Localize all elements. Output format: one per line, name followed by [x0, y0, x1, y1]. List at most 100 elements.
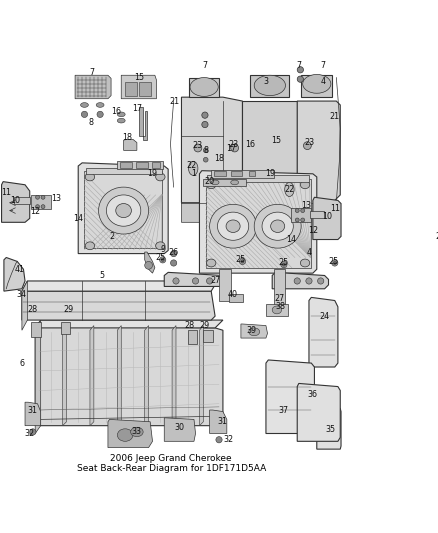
- Ellipse shape: [254, 75, 286, 95]
- Text: 27: 27: [274, 294, 284, 303]
- Text: 7: 7: [296, 61, 301, 70]
- Polygon shape: [78, 163, 168, 254]
- Text: 16: 16: [111, 107, 121, 116]
- Polygon shape: [22, 291, 215, 320]
- Ellipse shape: [301, 218, 305, 222]
- Bar: [86, 167, 162, 174]
- Bar: [211, 170, 274, 177]
- Text: 21: 21: [170, 96, 180, 106]
- Ellipse shape: [318, 278, 324, 284]
- Ellipse shape: [81, 103, 88, 107]
- Ellipse shape: [217, 212, 249, 240]
- Ellipse shape: [295, 218, 299, 222]
- Ellipse shape: [272, 306, 282, 314]
- Bar: [249, 171, 255, 176]
- Text: 37: 37: [278, 406, 288, 415]
- Bar: [139, 82, 151, 95]
- Bar: [231, 171, 243, 176]
- Text: 23: 23: [228, 140, 238, 149]
- Ellipse shape: [41, 205, 45, 208]
- Ellipse shape: [281, 261, 287, 268]
- Text: 4: 4: [321, 77, 325, 86]
- Bar: [125, 82, 137, 95]
- Bar: [207, 175, 309, 182]
- Ellipse shape: [285, 182, 294, 197]
- Text: 2: 2: [110, 232, 114, 241]
- Text: 5: 5: [99, 271, 104, 280]
- Polygon shape: [219, 269, 231, 301]
- Text: 11: 11: [1, 188, 11, 197]
- Ellipse shape: [297, 76, 304, 82]
- Bar: [31, 195, 51, 209]
- Ellipse shape: [155, 242, 165, 249]
- Text: 15: 15: [271, 136, 281, 144]
- Polygon shape: [145, 326, 148, 426]
- Ellipse shape: [206, 181, 216, 189]
- Text: 2006 Jeep Grand Cherokee
Seat Back-Rear Diagram for 1DF171D5AA: 2006 Jeep Grand Cherokee Seat Back-Rear …: [77, 454, 266, 473]
- Text: 8: 8: [88, 118, 93, 127]
- Polygon shape: [297, 383, 340, 441]
- Ellipse shape: [210, 204, 257, 248]
- Text: 32: 32: [25, 429, 35, 438]
- Ellipse shape: [231, 144, 239, 152]
- Ellipse shape: [117, 118, 125, 123]
- Bar: [120, 162, 132, 167]
- Polygon shape: [22, 281, 217, 291]
- Text: 39: 39: [247, 326, 257, 335]
- Ellipse shape: [262, 212, 293, 240]
- Text: 19: 19: [265, 169, 275, 179]
- Text: 28: 28: [184, 321, 194, 330]
- Polygon shape: [35, 326, 223, 426]
- Ellipse shape: [117, 429, 133, 441]
- Text: 4: 4: [307, 247, 311, 256]
- Ellipse shape: [332, 260, 338, 266]
- Ellipse shape: [202, 112, 208, 118]
- Text: 14: 14: [286, 235, 296, 244]
- Polygon shape: [90, 326, 94, 426]
- Text: 10: 10: [322, 212, 332, 221]
- Text: 17: 17: [226, 143, 236, 152]
- Text: 29: 29: [200, 321, 210, 330]
- Ellipse shape: [173, 278, 179, 284]
- Text: 41: 41: [14, 265, 25, 274]
- Text: 16: 16: [245, 140, 255, 149]
- Text: 14: 14: [73, 214, 83, 223]
- Ellipse shape: [239, 259, 246, 264]
- Ellipse shape: [226, 220, 240, 232]
- Polygon shape: [189, 78, 219, 97]
- Text: 9: 9: [160, 245, 165, 254]
- Text: 25: 25: [329, 257, 339, 266]
- Text: 34: 34: [17, 290, 27, 299]
- Polygon shape: [25, 402, 41, 426]
- Ellipse shape: [190, 78, 218, 96]
- Text: 7: 7: [202, 61, 208, 70]
- Ellipse shape: [304, 142, 311, 150]
- Polygon shape: [22, 281, 28, 330]
- Ellipse shape: [301, 208, 305, 213]
- Ellipse shape: [188, 161, 198, 175]
- Text: 18: 18: [122, 133, 132, 142]
- Text: 12: 12: [30, 207, 40, 216]
- Bar: [203, 179, 247, 185]
- Bar: [203, 330, 213, 342]
- Ellipse shape: [96, 103, 104, 107]
- Polygon shape: [199, 171, 317, 273]
- Ellipse shape: [203, 157, 208, 162]
- Ellipse shape: [271, 220, 285, 232]
- Text: 22: 22: [284, 185, 294, 194]
- Bar: [136, 162, 148, 167]
- Text: 38: 38: [275, 302, 285, 311]
- Text: 26: 26: [169, 247, 179, 256]
- Ellipse shape: [30, 429, 36, 435]
- Bar: [117, 161, 162, 169]
- Polygon shape: [2, 182, 30, 222]
- Ellipse shape: [300, 181, 310, 189]
- Polygon shape: [117, 326, 121, 426]
- Ellipse shape: [231, 180, 239, 185]
- Polygon shape: [274, 269, 286, 309]
- Polygon shape: [181, 203, 203, 222]
- Text: 7: 7: [321, 61, 325, 70]
- Bar: [229, 294, 243, 302]
- Text: 36: 36: [308, 390, 318, 399]
- Text: 22: 22: [187, 161, 197, 171]
